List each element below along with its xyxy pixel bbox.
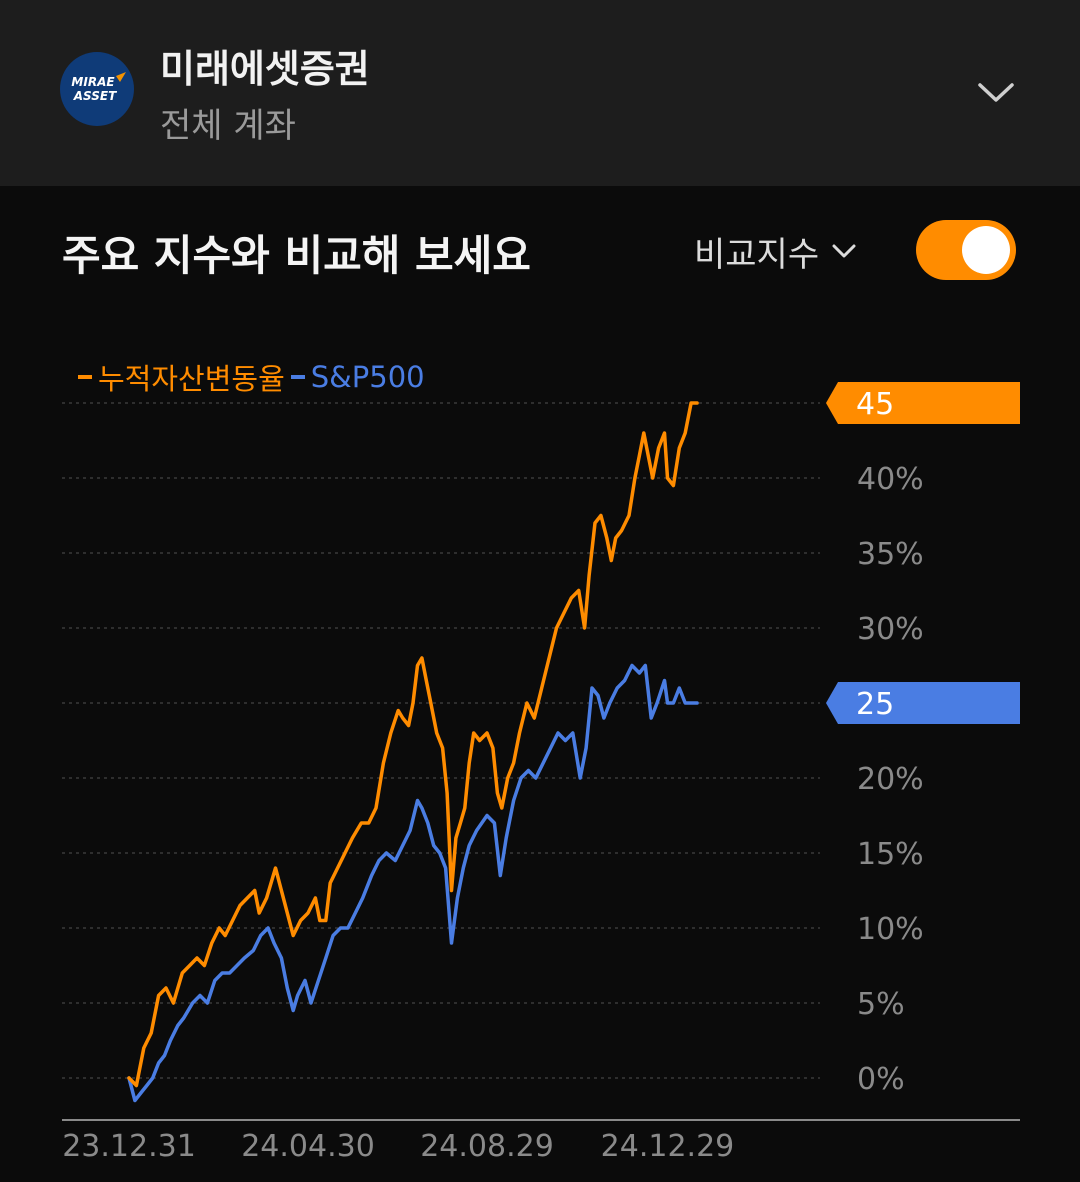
chevron-down-icon[interactable] (974, 70, 1018, 114)
logo-swoosh-icon (116, 72, 126, 82)
end-value-tag-label: 45 (856, 387, 894, 422)
compare-index-toggle[interactable] (916, 220, 1016, 280)
y-tick-label: 5% (857, 987, 905, 1022)
broker-logo: MIRAE ASSET (60, 52, 134, 126)
y-tick-label: 20% (857, 762, 924, 797)
legend-swatch-index (290, 375, 305, 379)
y-tick-label: 0% (857, 1062, 905, 1097)
chevron-down-icon (832, 244, 856, 258)
end-value-tag-shape (826, 682, 1020, 724)
end-value-tag-shape (826, 382, 1020, 424)
legend-label-portfolio: 누적자산변동율 (98, 362, 285, 396)
end-value-tag-portfolio: 45 (826, 382, 1020, 424)
legend-swatch-portfolio (78, 375, 92, 379)
toggle-knob (962, 226, 1010, 274)
account-header[interactable]: MIRAE ASSET 미래에셋증권 전체 계좌 (0, 0, 1080, 186)
end-value-tag-label: 25 (856, 687, 894, 722)
legend-label-index: S&P500 (310, 360, 425, 394)
logo-text-line2: ASSET (73, 89, 117, 103)
y-tick-label: 10% (857, 912, 924, 947)
series-line-index (127, 663, 699, 1103)
y-axis-ticks: 0%5%10%15%20%25%30%35%40% (857, 462, 924, 1097)
logo-text-line1: MIRAE (71, 75, 115, 89)
x-tick-label: 24.08.29 (420, 1129, 554, 1164)
x-axis-ticks: 23.12.31 24.04.30 24.08.29 24.12.29 (62, 1129, 734, 1164)
section-title: 주요 지수와 비교해 보세요 (62, 231, 531, 280)
x-tick-label: 24.12.29 (601, 1129, 735, 1164)
y-tick-label: 30% (857, 612, 924, 647)
end-value-tags: 45 25 (826, 382, 1020, 724)
broker-name: 미래에셋증권 (160, 47, 370, 91)
legend-item-index: S&P500 (290, 360, 425, 394)
y-tick-label: 15% (857, 837, 924, 872)
compare-index-dropdown[interactable]: 비교지수 (694, 226, 859, 276)
compare-index-label: 비교지수 (694, 234, 820, 275)
account-selector-label: 전체 계좌 (160, 106, 296, 146)
legend-item-portfolio: 누적자산변동율 (78, 356, 285, 398)
x-tick-label: 24.04.30 (241, 1129, 375, 1164)
series-line-portfolio (127, 401, 699, 1088)
series-lines (127, 401, 699, 1103)
y-tick-label: 35% (857, 537, 924, 572)
chart-legend: 누적자산변동율 S&P500 (78, 356, 425, 398)
x-tick-label: 23.12.31 (62, 1129, 196, 1164)
end-value-tag-index: 25 (826, 682, 1020, 724)
y-tick-label: 40% (857, 462, 924, 497)
